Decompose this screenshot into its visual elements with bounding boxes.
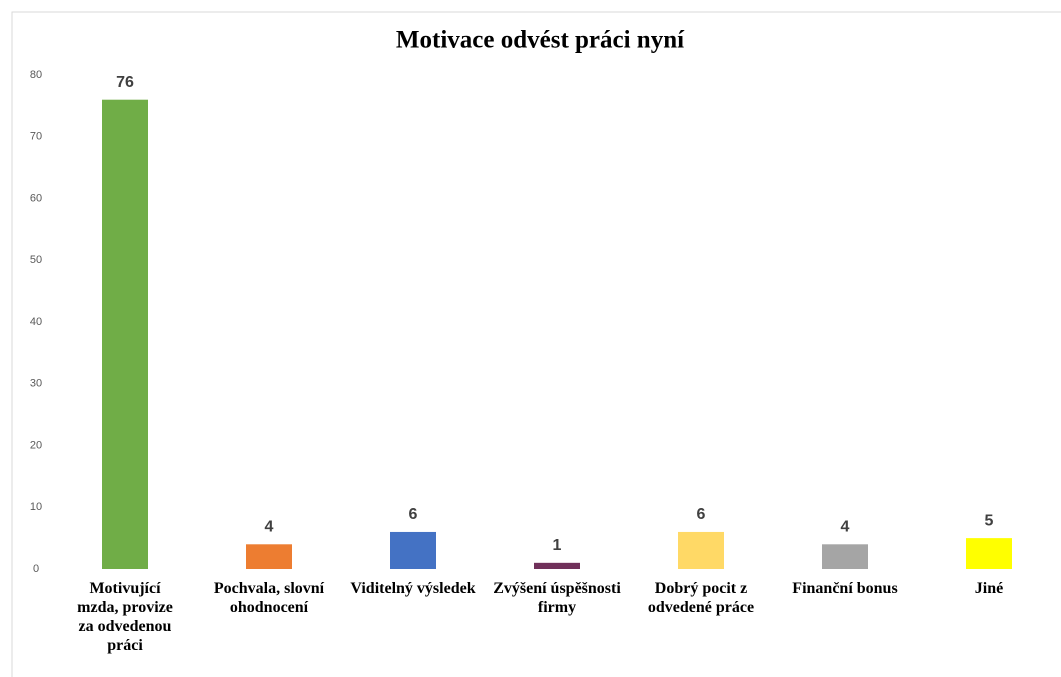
value-label: 6 [697,506,706,523]
bar [390,531,436,569]
bar [966,538,1012,569]
x-tick-label: Finanční bonus [792,580,898,597]
y-tick-label: 50 [30,254,42,266]
value-label: 4 [841,519,850,536]
x-tick-label: Motivující mzda, provize za odvedenou pr… [77,580,173,654]
x-tick-label-box: Pochvala, slovní ohodnocení [213,580,325,616]
value-label: 1 [553,537,562,554]
x-tick-label: Viditelný výsledek [350,580,476,597]
bar [102,99,148,569]
x-tick-label: Jiné [974,580,1004,597]
y-tick-label: 40 [30,316,42,328]
value-label: 4 [265,519,274,536]
bar [246,544,292,569]
chart-border [11,11,1061,677]
x-tick-label: Zvýšení úspěšnosti firmy [493,580,621,616]
y-tick-label: 80 [30,69,42,81]
x-tick-label-box: Jiné [974,580,1004,597]
chart-title: Motivace odvést práci nyní [396,27,685,54]
value-label: 76 [116,74,134,91]
y-tick-label: 0 [33,563,39,575]
bar [678,531,724,569]
x-tick-label-box: Finanční bonus [792,580,898,597]
x-tick-label-box: Viditelný výsledek [350,580,476,597]
value-label: 5 [985,512,994,529]
y-tick-label: 30 [30,378,42,390]
bar [822,544,868,569]
bar [534,562,580,569]
x-tick-label: Dobrý pocit z odvedené práce [647,580,755,616]
y-tick-label: 70 [30,131,42,143]
x-tick-label-box: Motivující mzda, provize za odvedenou pr… [77,580,173,654]
x-tick-label-box: Zvýšení úspěšnosti firmy [493,580,621,616]
y-tick-label: 10 [30,501,42,513]
x-tick-label: Pochvala, slovní ohodnocení [213,580,325,616]
y-tick-label: 60 [30,192,42,204]
x-tick-label-box: Dobrý pocit z odvedené práce [647,580,755,616]
y-tick-label: 20 [30,439,42,451]
value-label: 6 [409,506,418,523]
